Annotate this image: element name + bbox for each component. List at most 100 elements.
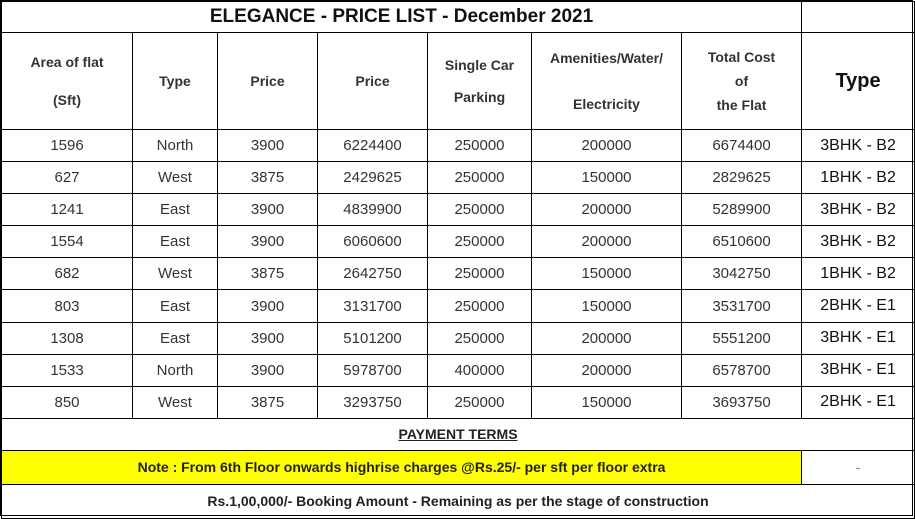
header-amenities-line2: Electricity xyxy=(573,96,640,112)
cell-total: 6510600 xyxy=(680,225,803,259)
cell-amenities: 150000 xyxy=(531,385,682,419)
cell-price: 5978700 xyxy=(317,353,428,387)
cell-flat-type: 3BHK - B2 xyxy=(801,128,915,163)
cell-area: 1308 xyxy=(1,321,133,355)
cell-area: 850 xyxy=(1,385,133,419)
cell-facing: North xyxy=(132,128,218,163)
note-side-cell: - xyxy=(801,449,915,485)
cell-price: 3131700 xyxy=(317,289,428,323)
booking-terms: Rs.1,00,000/- Booking Amount - Remaining… xyxy=(0,483,915,519)
cell-area: 1596 xyxy=(1,128,133,163)
header-parking-line1: Single Car xyxy=(444,57,515,73)
cell-price: 6060600 xyxy=(317,225,428,259)
cell-price: 3293750 xyxy=(317,385,428,419)
header-area-line2: (Sft) xyxy=(53,92,81,108)
header-total-line1: Total Cost xyxy=(707,49,776,65)
cell-amenities: 200000 xyxy=(531,353,682,387)
cell-flat-type: 1BHK - B2 xyxy=(801,161,915,195)
cell-amenities: 200000 xyxy=(531,128,682,163)
cell-price: 4839900 xyxy=(317,193,428,227)
cell-area: 803 xyxy=(1,289,133,323)
cell-facing: West xyxy=(132,161,218,195)
table-row: 1554 East 3900 6060600 250000 200000 651… xyxy=(1,225,915,259)
cell-amenities: 200000 xyxy=(531,321,682,355)
cell-parking: 400000 xyxy=(427,353,532,387)
cell-price: 6224400 xyxy=(317,128,428,163)
cell-facing: East xyxy=(132,193,218,227)
cell-amenities: 200000 xyxy=(531,193,682,227)
cell-total: 6578700 xyxy=(680,353,803,387)
cell-amenities: 150000 xyxy=(531,289,682,323)
cell-total: 6674400 xyxy=(680,128,803,163)
cell-facing: East xyxy=(132,289,218,323)
page-title: ELEGANCE - PRICE LIST - December 2021 xyxy=(0,1,803,33)
cell-flat-type: 3BHK - B2 xyxy=(801,193,915,227)
cell-parking: 250000 xyxy=(427,321,532,355)
cell-parking: 250000 xyxy=(427,257,532,291)
cell-rate: 3900 xyxy=(217,225,318,259)
table-row: 850 West 3875 3293750 250000 150000 3693… xyxy=(1,385,915,419)
cell-area: 627 xyxy=(1,161,133,195)
cell-area: 682 xyxy=(1,257,133,291)
header-row: Area of flat (Sft) Type Price Price Sing… xyxy=(1,32,915,130)
header-facing: Type xyxy=(132,32,218,130)
cell-price: 2642750 xyxy=(317,257,428,291)
cell-flat-type: 3BHK - B2 xyxy=(801,225,915,259)
cell-flat-type: 3BHK - E1 xyxy=(801,353,915,387)
cell-parking: 250000 xyxy=(427,193,532,227)
highrise-note: Note : From 6th Floor onwards highrise c… xyxy=(0,449,803,485)
cell-facing: West xyxy=(132,257,218,291)
table-row: 803 East 3900 3131700 250000 150000 3531… xyxy=(1,289,915,323)
cell-total: 5289900 xyxy=(680,193,803,227)
table-row: 627 West 3875 2429625 250000 150000 2829… xyxy=(1,161,915,195)
cell-parking: 250000 xyxy=(427,225,532,259)
cell-amenities: 150000 xyxy=(531,257,682,291)
cell-parking: 250000 xyxy=(427,161,532,195)
cell-rate: 3900 xyxy=(217,353,318,387)
header-flat-type: Type xyxy=(801,32,915,130)
cell-flat-type: 2BHK - E1 xyxy=(801,385,915,419)
cell-area: 1533 xyxy=(1,353,133,387)
cell-parking: 250000 xyxy=(427,289,532,323)
cell-amenities: 150000 xyxy=(531,161,682,195)
cell-parking: 250000 xyxy=(427,385,532,419)
cell-facing: North xyxy=(132,353,218,387)
payment-terms-heading: PAYMENT TERMS xyxy=(0,417,915,451)
header-total-line3: the Flat xyxy=(716,97,767,113)
cell-total: 5551200 xyxy=(680,321,803,355)
cell-flat-type: 2BHK - E1 xyxy=(801,289,915,323)
cell-area: 1554 xyxy=(1,225,133,259)
table-row: 1533 North 3900 5978700 400000 200000 65… xyxy=(1,353,915,387)
cell-rate: 3875 xyxy=(217,257,318,291)
cell-facing: East xyxy=(132,321,218,355)
header-area: Area of flat (Sft) xyxy=(1,32,133,130)
cell-rate: 3900 xyxy=(217,193,318,227)
cell-flat-type: 1BHK - B2 xyxy=(801,257,915,291)
table-row: 682 West 3875 2642750 250000 150000 3042… xyxy=(1,257,915,291)
cell-total: 3042750 xyxy=(680,257,803,291)
cell-amenities: 200000 xyxy=(531,225,682,259)
header-parking: Single Car Parking xyxy=(427,32,532,130)
table-row: 1596 North 3900 6224400 250000 200000 66… xyxy=(1,128,915,163)
cell-rate: 3875 xyxy=(217,385,318,419)
header-area-line1: Area of flat xyxy=(30,54,104,70)
cell-total: 3693750 xyxy=(680,385,803,419)
cell-facing: East xyxy=(132,225,218,259)
cell-facing: West xyxy=(132,385,218,419)
header-amenities: Amenities/Water/ Electricity xyxy=(531,32,682,130)
header-total-line2: of xyxy=(734,73,749,89)
cell-rate: 3900 xyxy=(217,289,318,323)
header-rate: Price xyxy=(217,32,318,130)
cell-total: 2829625 xyxy=(680,161,803,195)
cell-total: 3531700 xyxy=(680,289,803,323)
header-price: Price xyxy=(317,32,428,130)
cell-price: 2429625 xyxy=(317,161,428,195)
cell-flat-type: 3BHK - E1 xyxy=(801,321,915,355)
cell-area: 1241 xyxy=(1,193,133,227)
header-total: Total Cost of the Flat xyxy=(680,32,803,130)
cell-rate: 3900 xyxy=(217,321,318,355)
cell-rate: 3900 xyxy=(217,128,318,163)
cell-rate: 3875 xyxy=(217,161,318,195)
